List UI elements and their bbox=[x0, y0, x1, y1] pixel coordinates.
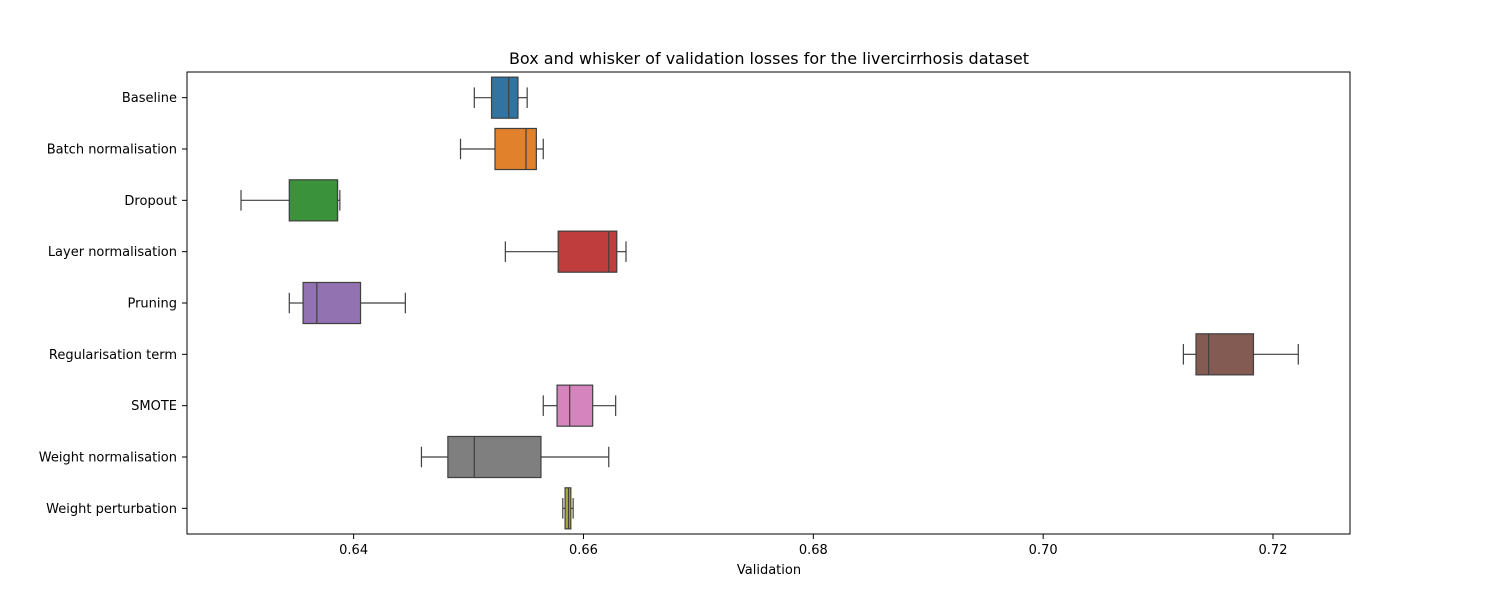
y-tick-label: Dropout bbox=[124, 194, 177, 209]
y-tick-label: Regularisation term bbox=[49, 348, 177, 363]
box-layer-normalisation bbox=[504, 230, 627, 273]
iqr-box bbox=[490, 76, 519, 119]
plot-area: 0.64 0.66 0.68 0.70 0.72 Baseline Batch normal… bbox=[39, 71, 1351, 558]
y-tick-label: Weight normalisation bbox=[39, 451, 177, 466]
y-tick-label: Pruning bbox=[127, 297, 177, 312]
x-tick-label: 0.66 bbox=[569, 543, 598, 558]
x-tick-label: 0.72 bbox=[1259, 543, 1288, 558]
iqr-box bbox=[302, 281, 362, 325]
y-tick-label: Batch normalisation bbox=[47, 143, 177, 158]
box-dropout bbox=[240, 179, 341, 222]
x-tick-label: 0.70 bbox=[1029, 543, 1058, 558]
y-tick-label: Baseline bbox=[122, 91, 177, 106]
iqr-box bbox=[1195, 333, 1255, 376]
box-regularisation-term bbox=[1182, 333, 1299, 376]
iqr-box bbox=[557, 230, 618, 273]
iqr-box bbox=[288, 179, 339, 222]
y-tick-label: Layer normalisation bbox=[48, 245, 177, 260]
box-baseline bbox=[473, 76, 528, 119]
iqr-box bbox=[556, 384, 594, 427]
x-axis-label: Validation bbox=[737, 563, 801, 578]
chart-title: Box and whisker of validation losses for… bbox=[509, 49, 1029, 68]
box-smote bbox=[542, 384, 617, 427]
iqr-box bbox=[494, 127, 537, 171]
x-tick-label: 0.64 bbox=[339, 543, 368, 558]
box-weight-perturbation bbox=[562, 487, 574, 530]
x-tick-label: 0.68 bbox=[799, 543, 828, 558]
box-batch-normalisation bbox=[459, 127, 544, 171]
y-tick-label: Weight perturbation bbox=[46, 502, 177, 517]
box-pruning bbox=[288, 281, 406, 325]
iqr-box bbox=[447, 435, 542, 479]
y-tick-label: SMOTE bbox=[131, 399, 177, 414]
box-weight-normalisation bbox=[420, 435, 610, 479]
